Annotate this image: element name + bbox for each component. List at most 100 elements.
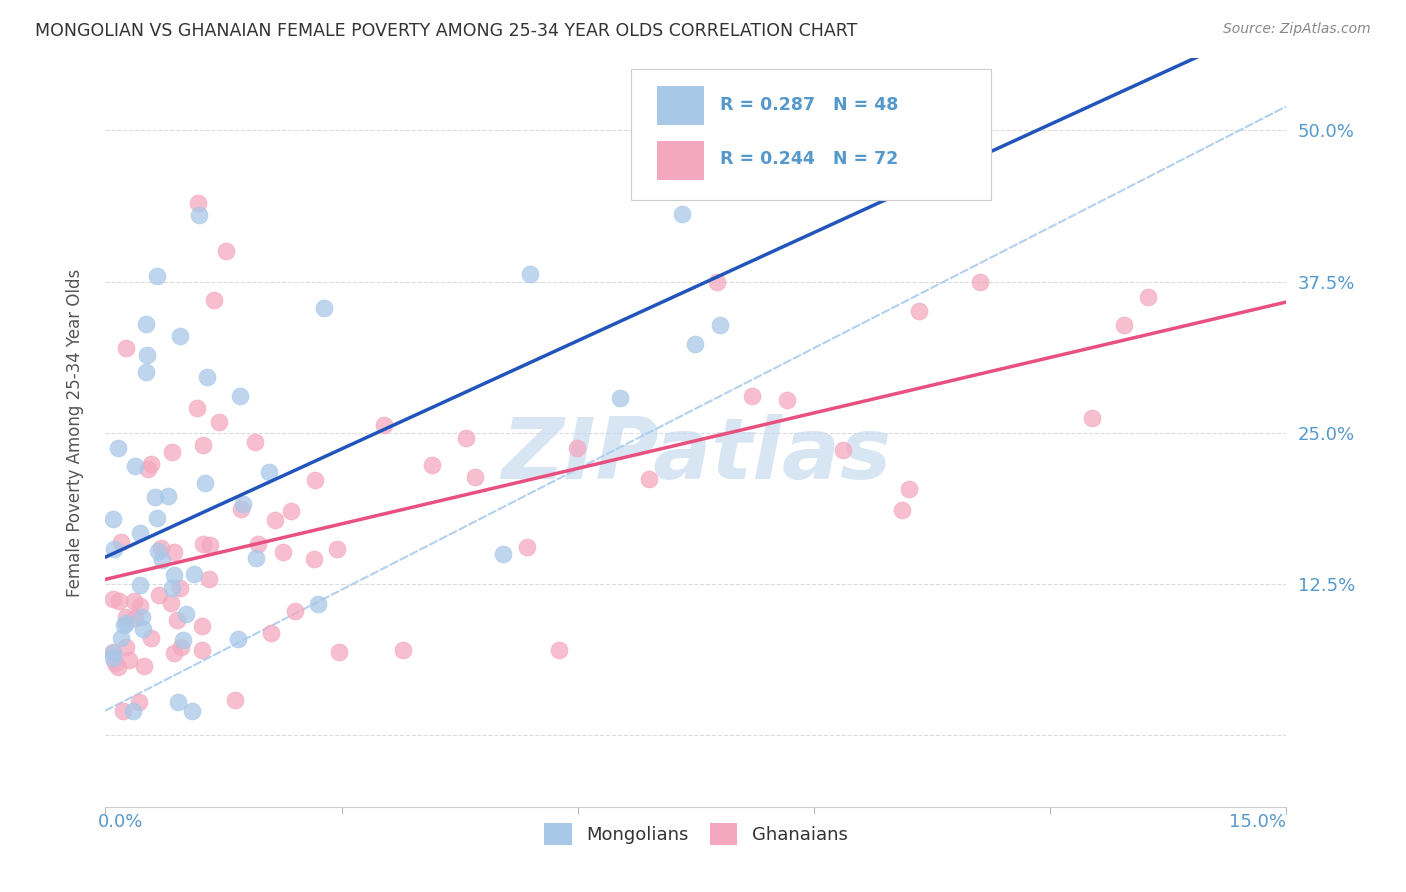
Point bbox=[103, 542, 125, 557]
Point bbox=[609, 391, 631, 405]
Point bbox=[160, 581, 183, 595]
Point bbox=[167, 695, 190, 709]
Point bbox=[124, 611, 146, 625]
Point bbox=[190, 619, 212, 633]
Point bbox=[190, 642, 212, 657]
Point bbox=[162, 444, 184, 458]
Point bbox=[891, 502, 914, 516]
Point bbox=[150, 541, 173, 555]
Point bbox=[246, 537, 269, 551]
Point bbox=[328, 645, 350, 659]
Point bbox=[110, 631, 132, 645]
Point bbox=[170, 640, 193, 654]
Point bbox=[166, 613, 188, 627]
Point bbox=[709, 318, 731, 333]
Point bbox=[110, 534, 132, 549]
Point bbox=[326, 541, 349, 556]
Point bbox=[135, 348, 157, 362]
Point bbox=[198, 572, 221, 586]
Point bbox=[208, 415, 231, 429]
Point bbox=[183, 566, 205, 581]
Point bbox=[169, 581, 191, 595]
Point bbox=[232, 497, 254, 511]
Point bbox=[243, 435, 266, 450]
Point bbox=[146, 268, 169, 283]
Point bbox=[148, 588, 170, 602]
Y-axis label: Female Poverty Among 25-34 Year Olds: Female Poverty Among 25-34 Year Olds bbox=[66, 268, 84, 597]
Point bbox=[637, 472, 659, 486]
Point bbox=[271, 544, 294, 558]
Point bbox=[454, 431, 477, 445]
Point bbox=[107, 441, 129, 455]
Point bbox=[129, 599, 152, 613]
Point bbox=[146, 544, 169, 558]
Point bbox=[162, 647, 184, 661]
Point bbox=[103, 645, 125, 659]
Point bbox=[307, 597, 329, 611]
Point bbox=[172, 632, 194, 647]
Point bbox=[139, 631, 162, 645]
Point bbox=[108, 594, 131, 608]
Point bbox=[898, 482, 921, 496]
Text: MONGOLIAN VS GHANAIAN FEMALE POVERTY AMONG 25-34 YEAR OLDS CORRELATION CHART: MONGOLIAN VS GHANAIAN FEMALE POVERTY AMO… bbox=[35, 22, 858, 40]
Point bbox=[548, 643, 571, 657]
Point bbox=[229, 389, 252, 403]
Point bbox=[693, 140, 716, 154]
Point bbox=[198, 538, 221, 552]
Point bbox=[187, 196, 209, 211]
Point bbox=[136, 462, 159, 476]
Point bbox=[118, 653, 141, 667]
Point bbox=[257, 465, 280, 479]
Point bbox=[215, 244, 238, 259]
Point bbox=[135, 317, 157, 331]
Point bbox=[420, 458, 443, 473]
Point bbox=[1081, 411, 1104, 425]
Point bbox=[174, 607, 197, 621]
Point bbox=[186, 401, 208, 415]
Point bbox=[464, 469, 486, 483]
Point bbox=[194, 476, 217, 491]
Point bbox=[156, 489, 179, 503]
Point bbox=[143, 491, 166, 505]
Point bbox=[685, 337, 707, 351]
Point bbox=[150, 552, 173, 566]
Text: ZIPatlas: ZIPatlas bbox=[501, 414, 891, 497]
Point bbox=[129, 525, 152, 540]
Point bbox=[104, 657, 127, 671]
Point bbox=[741, 389, 763, 403]
Point bbox=[131, 610, 153, 624]
Point bbox=[107, 660, 129, 674]
Point bbox=[135, 365, 157, 379]
Text: R = 0.287   N = 48: R = 0.287 N = 48 bbox=[720, 96, 898, 114]
Point bbox=[304, 473, 326, 487]
Point bbox=[202, 293, 225, 307]
Point bbox=[124, 458, 146, 473]
Point bbox=[671, 207, 693, 221]
Point bbox=[195, 369, 218, 384]
Text: 15.0%: 15.0% bbox=[1229, 814, 1286, 831]
Point bbox=[115, 610, 138, 624]
Point bbox=[129, 577, 152, 591]
Point bbox=[831, 443, 853, 458]
Point bbox=[567, 441, 589, 455]
Legend: Mongolians, Ghanaians: Mongolians, Ghanaians bbox=[537, 815, 855, 852]
Point bbox=[163, 567, 186, 582]
Bar bbox=[657, 87, 704, 126]
Point bbox=[114, 616, 136, 631]
Point bbox=[492, 547, 515, 561]
Point bbox=[132, 659, 155, 673]
Point bbox=[969, 276, 991, 290]
Point bbox=[103, 650, 125, 665]
Point bbox=[111, 704, 134, 718]
Point bbox=[260, 626, 283, 640]
Point bbox=[1114, 318, 1136, 332]
Point bbox=[373, 417, 395, 432]
Point bbox=[224, 693, 246, 707]
Point bbox=[191, 537, 214, 551]
Text: Source: ZipAtlas.com: Source: ZipAtlas.com bbox=[1223, 22, 1371, 37]
Point bbox=[103, 647, 125, 661]
Point bbox=[103, 511, 125, 525]
Point bbox=[159, 596, 181, 610]
Point bbox=[169, 329, 191, 343]
Point bbox=[226, 632, 249, 646]
